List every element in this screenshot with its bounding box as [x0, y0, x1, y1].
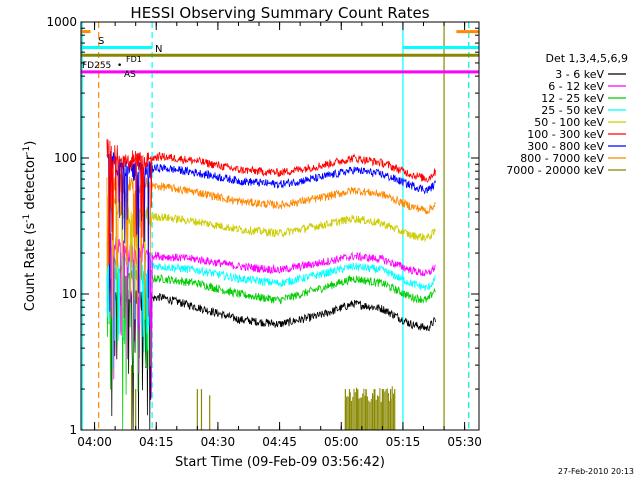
plot-area: S N FD255 • FD1 AS: [81, 22, 479, 430]
y-tick-label-0: 1: [69, 423, 77, 437]
y-axis-label-sup1: -1: [22, 214, 32, 223]
x-axis: 04:00 04:15 04:30 04:45 05:00 05:15 05:30: [77, 22, 482, 449]
legend-label-7: 800 - 7000 keV: [520, 152, 604, 165]
y-axis-label-part1: Count Rate (s: [23, 223, 38, 312]
y-axis-label-part2: detector: [23, 154, 38, 214]
y-axis-label: Count Rate (s-1 detector-1): [22, 141, 38, 312]
y-axis: 1 10 100 1000: [46, 15, 479, 437]
flag-label-n: N: [155, 44, 162, 55]
x-tick-label-0: 04:00: [77, 435, 112, 449]
legend-title: Det 1,3,4,5,6,9: [545, 52, 628, 65]
x-tick-label-6: 05:30: [447, 435, 482, 449]
x-tick-label-3: 04:45: [262, 435, 297, 449]
y-axis-label-sup2: -1: [22, 146, 32, 155]
x-axis-label: Start Time (09-Feb-09 03:56:42): [175, 455, 385, 470]
series-line-6: [106, 151, 436, 312]
legend-label-5: 100 - 300 keV: [527, 128, 604, 141]
x-tick-label-4: 05:00: [324, 435, 359, 449]
chart-title: HESSI Observing Summary Count Rates: [130, 4, 429, 22]
legend-label-1: 6 - 12 keV: [548, 80, 604, 93]
series-line-7: [106, 139, 436, 266]
flag-marker-fd: •: [117, 61, 122, 71]
series-line-3: [106, 233, 436, 398]
y-tick-label-2: 100: [54, 151, 77, 165]
y-tick-label-1: 10: [62, 287, 77, 301]
flag-label-as: AS: [124, 70, 136, 80]
flag-label-fd1: FD1: [126, 55, 142, 64]
series-line-4: [106, 192, 436, 338]
series-line-2: [106, 243, 436, 368]
x-tick-label-2: 04:30: [201, 435, 236, 449]
legend-label-4: 50 - 100 keV: [534, 116, 604, 129]
legend-label-3: 25 - 50 keV: [541, 104, 604, 117]
legend-label-0: 3 - 6 keV: [555, 68, 604, 81]
series-line-5: [106, 173, 436, 300]
y-axis-label-part3: ): [23, 141, 38, 146]
series-line-1: [106, 257, 436, 430]
flag-label-fd255: FD255: [82, 61, 111, 71]
legend-label-2: 12 - 25 keV: [541, 92, 604, 105]
y-tick-label-3: 1000: [46, 15, 77, 29]
flag-label-s: S: [98, 36, 104, 47]
footer-timestamp: 27-Feb-2010 20:13: [558, 467, 634, 476]
x-tick-label-5: 05:15: [386, 435, 421, 449]
x-tick-label-1: 04:15: [139, 435, 174, 449]
legend-label-8: 7000 - 20000 keV: [506, 164, 604, 177]
series-line-0: [106, 278, 436, 430]
legend-label-6: 300 - 800 keV: [527, 140, 604, 153]
